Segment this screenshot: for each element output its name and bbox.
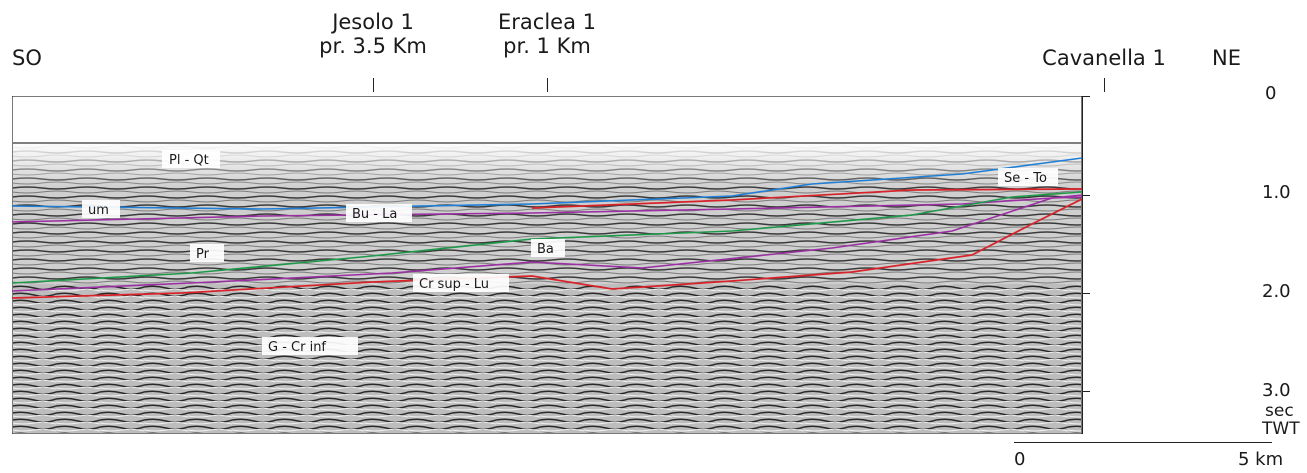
well-eraclea-distance: pr. 1 Km [503,34,591,58]
well-jesolo-name: Jesolo 1 [332,10,414,34]
horizon-label-g-cr-inf-text: G - Cr inf [268,340,326,355]
well-eraclea-name: Eraclea 1 [498,10,596,34]
horizon-se-to-red-line [531,188,1082,209]
time-tick-2 [1082,293,1090,294]
horizon-label-cr-sup-lu: Cr sup - Lu [413,274,509,292]
horizon-ba-line [12,194,1082,292]
well-jesolo-tick [373,78,374,92]
horizon-label-um-text: um [88,203,109,218]
time-tick-label-3: 3.0 [1262,380,1291,401]
horizon-label-pl-qt: Pl - Qt [162,150,220,168]
time-tick-0 [1082,96,1090,97]
horizon-cr-sup-lu-line [12,198,1082,299]
horizon-label-cr-sup-lu-text: Cr sup - Lu [419,277,489,292]
orientation-right-label: NE [1212,46,1241,70]
well-cavanella-name: Cavanella 1 [1042,46,1166,70]
time-tick-label-1: 1.0 [1262,182,1291,203]
well-jesolo-distance: pr. 3.5 Km [319,34,427,58]
horizon-label-bu-la-text: Bu - La [352,207,397,222]
time-unit-twt: TWT [1262,419,1300,439]
well-eraclea-tick [547,78,548,92]
horizon-label-um: um [82,200,120,218]
reflector-body-lower [13,284,1081,433]
scale-bar-end-label: 5 km [1238,449,1284,470]
well-label-eraclea: Eraclea 1 pr. 1 Km [498,10,596,58]
horizon-label-se-to-text: Se - To [1004,171,1047,186]
horizon-label-pr-text: Pr [196,247,210,262]
horizon-label-pr: Pr [190,244,224,262]
time-tick-1 [1082,195,1090,196]
scale-bar [1014,442,1272,443]
horizon-label-bu-la: Bu - La [346,204,412,222]
horizon-label-pl-qt-text: Pl - Qt [169,153,209,168]
time-unit-sec: sec [1265,401,1294,421]
well-label-cavanella: Cavanella 1 [1042,46,1166,70]
horizon-label-ba-text: Ba [537,242,554,257]
orientation-left-label: SO [12,46,42,70]
time-tick-label-0: 0 [1265,83,1277,104]
time-tick-label-2: 2.0 [1262,281,1291,302]
horizon-pr-line [12,191,1082,284]
time-axis-line [1082,96,1083,434]
well-cavanella-tick [1104,78,1105,92]
time-tick-3 [1082,391,1090,392]
horizon-label-g-cr-inf: G - Cr inf [262,337,358,355]
scale-bar-start-label: 0 [1014,449,1026,470]
seismic-section: Pl - Qt Se - To um Bu - La Pr Ba Cr sup … [12,96,1082,434]
horizon-label-se-to: Se - To [998,168,1058,186]
horizon-label-ba: Ba [531,239,565,257]
well-label-jesolo: Jesolo 1 pr. 3.5 Km [319,10,427,58]
horizon-se-to-line [12,157,1082,210]
